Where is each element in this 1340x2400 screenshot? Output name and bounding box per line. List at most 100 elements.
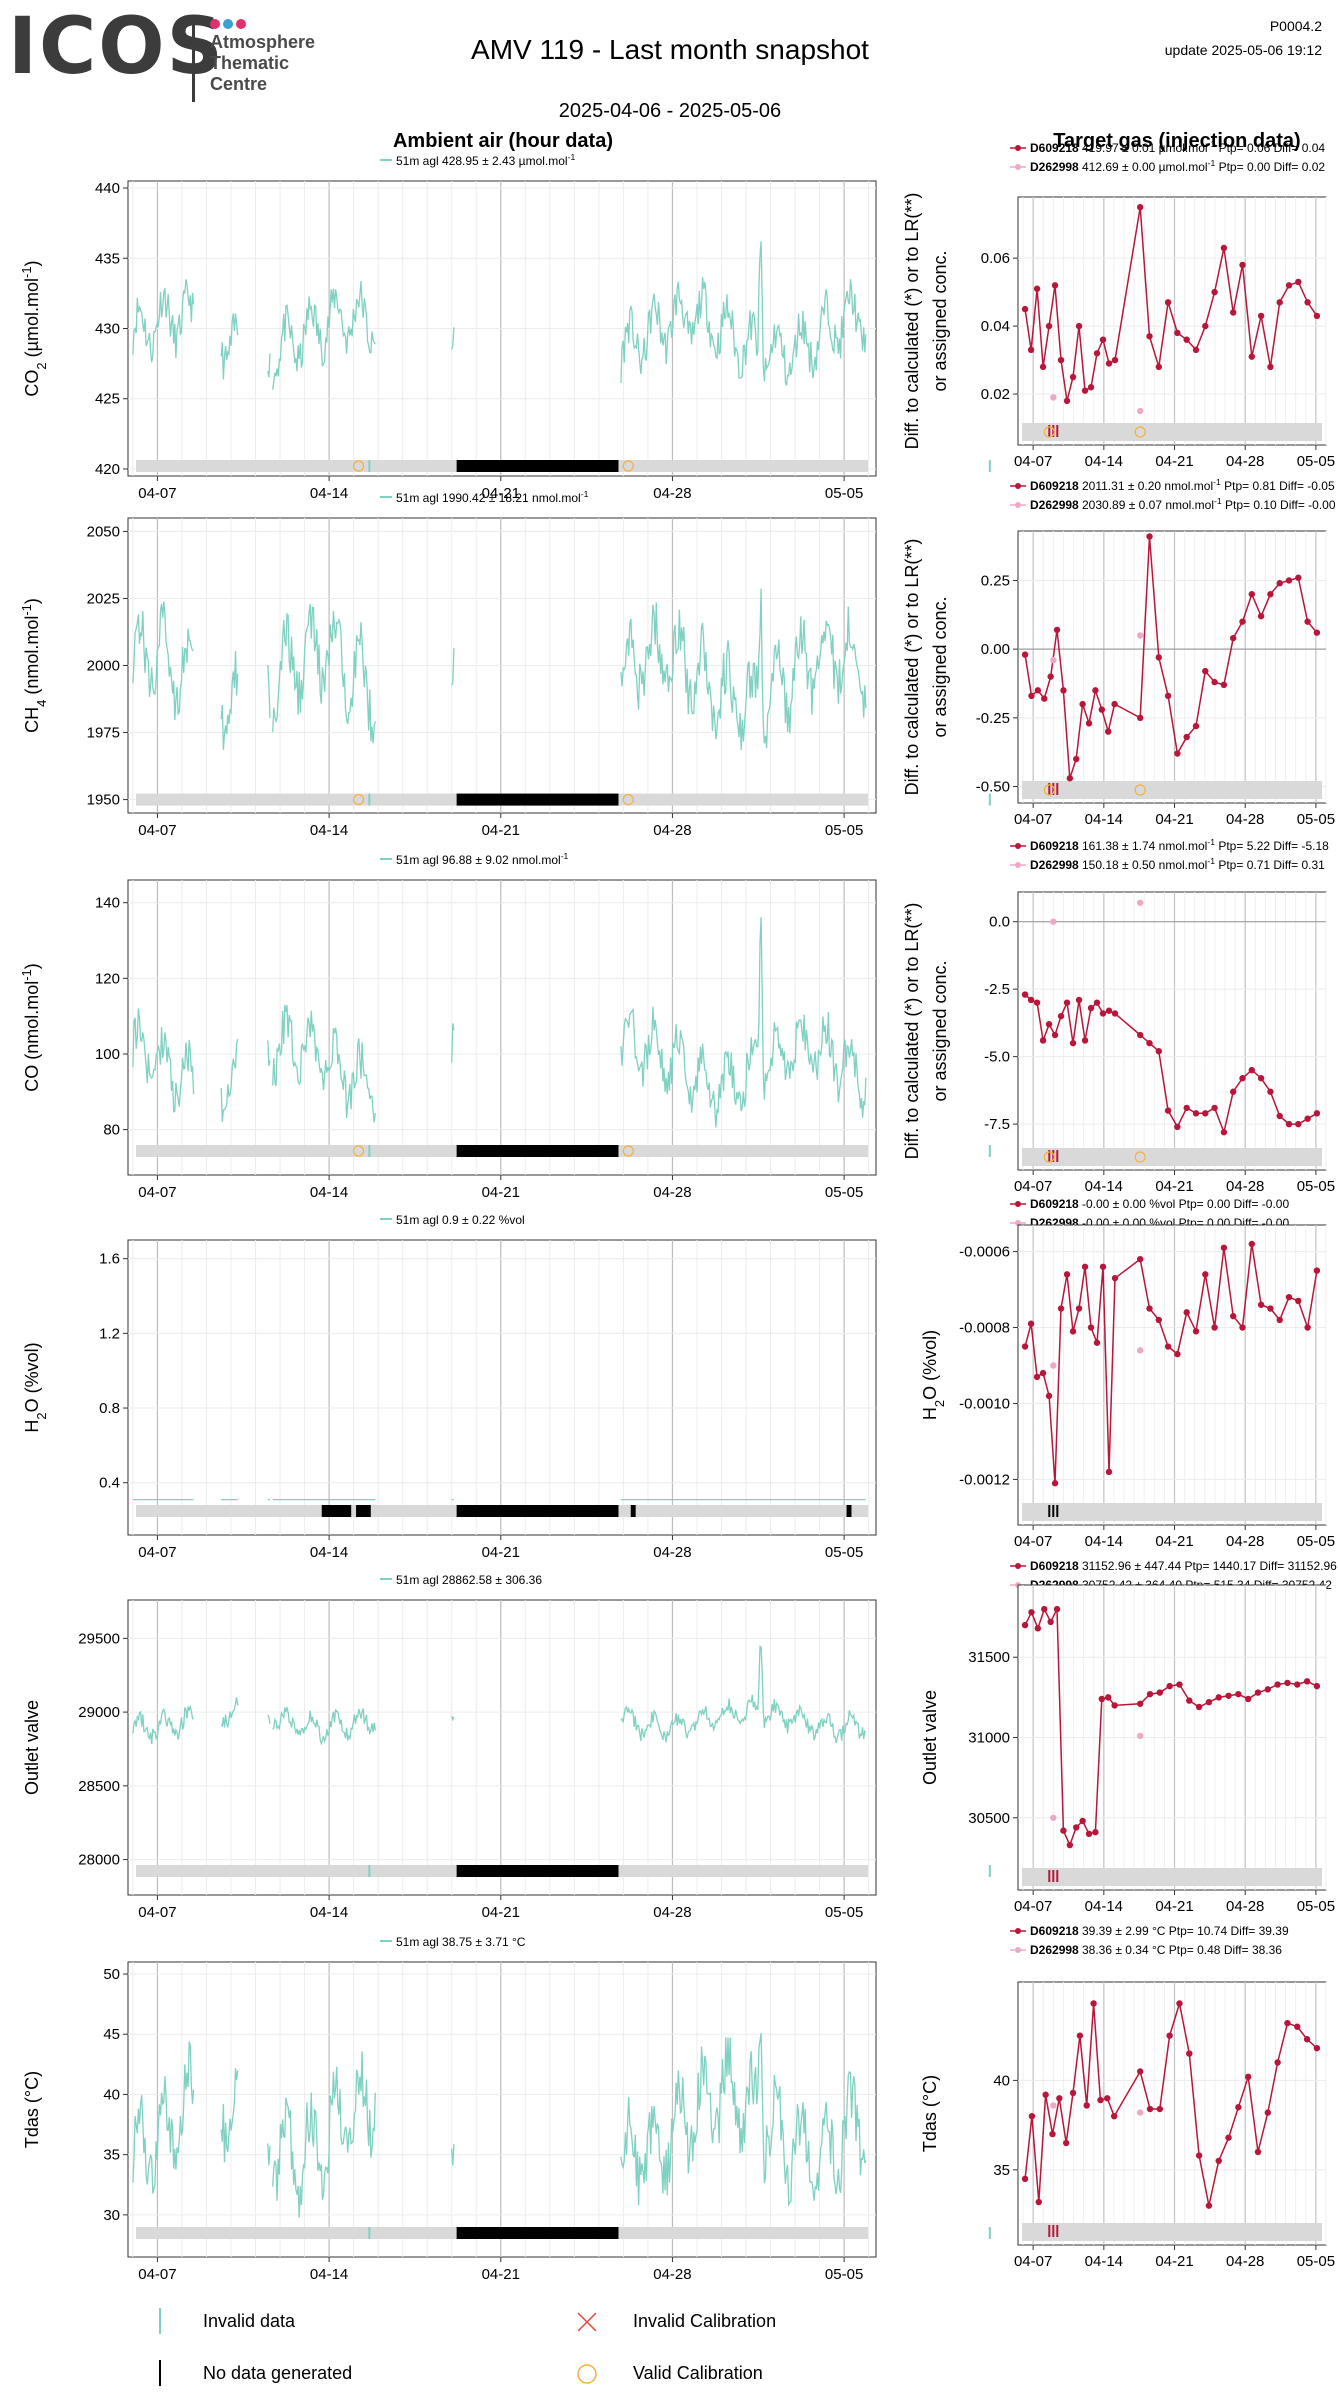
target-series-point bbox=[1111, 1702, 1118, 1709]
target-legend-dot bbox=[1015, 1947, 1021, 1953]
target-calibration-mark bbox=[1134, 426, 1146, 438]
target-calibration-mark bbox=[1043, 784, 1055, 796]
ambient-subtitle: 51m agl 96.88 ± 9.02 nmol.mol-1 bbox=[380, 851, 569, 867]
target-series-point bbox=[1081, 387, 1089, 394]
target-series2-point bbox=[1050, 394, 1057, 401]
no-data-block bbox=[456, 1865, 619, 1877]
target-legend-name: D609218 bbox=[1030, 839, 1079, 853]
target-series-point bbox=[1235, 1690, 1242, 1698]
target-x-tick-label: 04-21 bbox=[1155, 1898, 1193, 1915]
invalid-data-mark bbox=[988, 460, 991, 472]
target-y-tick-label: -2.5 bbox=[984, 981, 1010, 998]
target-y-tick-label: 0.06 bbox=[981, 250, 1010, 267]
target-x-tick-label: 04-28 bbox=[1226, 811, 1264, 828]
target-series-point bbox=[1073, 1824, 1080, 1831]
target-series-point bbox=[1028, 2112, 1036, 2120]
no-data-block bbox=[456, 1145, 619, 1157]
target-series-point bbox=[1257, 1075, 1265, 1082]
target-chart-ch4: D609218 2011.31 ± 0.20 nmol.mol-1 Ptp= 0.… bbox=[902, 477, 1336, 828]
target-flag-mark bbox=[1056, 425, 1059, 437]
target-series-point bbox=[1235, 2104, 1242, 2111]
y-tick-label: 420 bbox=[95, 461, 120, 478]
ambient-series-line bbox=[132, 588, 867, 751]
target-y-label: Tdas (°C) bbox=[920, 2075, 940, 2152]
target-series-point bbox=[1211, 1104, 1218, 1112]
invalid-data-mark bbox=[988, 1865, 991, 1877]
target-series-point bbox=[1304, 299, 1311, 306]
ambient-y-label: Outlet valve bbox=[22, 1700, 42, 1795]
target-calibration-mark bbox=[1134, 784, 1146, 796]
no-data-block bbox=[456, 460, 619, 472]
target-series-point bbox=[1081, 1037, 1089, 1044]
target-series-point bbox=[1304, 1324, 1311, 1331]
target-legend-name: D609218 bbox=[1030, 479, 1079, 493]
target-legend-text: 39.39 ± 2.99 °C Ptp= 10.74 Diff= 39.39 bbox=[1082, 1924, 1289, 1938]
target-series-point bbox=[1220, 244, 1228, 252]
target-series-point bbox=[1136, 1700, 1144, 1707]
target-y-tick-label: 0.02 bbox=[981, 386, 1010, 403]
legend-invalid-data: Invalid data bbox=[203, 2311, 296, 2331]
target-y-tick-label: -7.5 bbox=[984, 1116, 1010, 1133]
target-series2-point bbox=[1136, 899, 1144, 906]
target-series-point bbox=[1069, 2089, 1077, 2097]
logo-divider bbox=[192, 18, 195, 102]
target-plot-frame bbox=[1017, 196, 1327, 446]
target-x-tick-label: 04-07 bbox=[1014, 1533, 1052, 1550]
target-calibration-mark bbox=[1043, 1151, 1055, 1163]
target-y-label-2: or assigned conc. bbox=[930, 960, 950, 1101]
target-series-point bbox=[1083, 2102, 1090, 2109]
target-series-point bbox=[1047, 673, 1054, 680]
target-series-point bbox=[1057, 356, 1065, 364]
target-flag-bar bbox=[1022, 1868, 1322, 1886]
target-x-tick-label: 05-05 bbox=[1297, 453, 1335, 470]
target-series-point bbox=[1313, 2044, 1321, 2052]
ambient-y-label: CH4 (nmol.mol-1) bbox=[19, 598, 49, 733]
target-series2-point bbox=[1136, 632, 1144, 639]
ambient-subtitle-text: 51m agl 28862.58 ± 306.36 bbox=[396, 1573, 542, 1587]
target-y-tick-label: 0.04 bbox=[981, 318, 1010, 335]
target-y-tick-label: 30500 bbox=[968, 1810, 1010, 1827]
target-series-point bbox=[1186, 2050, 1193, 2057]
y-tick-label: 1950 bbox=[87, 792, 120, 809]
target-series-point bbox=[1063, 1271, 1071, 1278]
target-calibration-mark bbox=[1043, 426, 1055, 438]
target-series-point bbox=[1075, 1305, 1083, 1312]
target-series-point bbox=[1146, 1039, 1153, 1047]
target-chart-co: D609218 161.38 ± 1.74 nmol.mol-1 Ptp= 5.2… bbox=[902, 837, 1335, 1195]
target-series-point bbox=[1239, 261, 1246, 269]
y-tick-label: 2025 bbox=[87, 590, 120, 607]
target-flag-mark bbox=[1052, 1870, 1055, 1882]
target-series-point bbox=[1069, 373, 1077, 381]
target-series-point bbox=[1075, 322, 1083, 330]
icos-logo: ICOS bbox=[8, 2, 225, 92]
target-series-point bbox=[1295, 1120, 1302, 1128]
target-series2-point bbox=[1050, 1362, 1057, 1369]
target-x-tick-label: 05-05 bbox=[1297, 1533, 1335, 1550]
target-series-point bbox=[1041, 695, 1048, 702]
target-series-point bbox=[1257, 612, 1265, 620]
target-legend-text: 2030.89 ± 0.07 nmol.mol-1 Ptp= 0.10 Diff… bbox=[1082, 496, 1336, 512]
target-legend-text: 419.97 ± 0.01 µmol.mol-1 Ptp= 0.06 Diff=… bbox=[1082, 139, 1325, 155]
target-series-point bbox=[1202, 667, 1209, 675]
report-code: P0004.2 bbox=[1269, 18, 1322, 34]
target-plot-frame bbox=[1017, 891, 1327, 1171]
target-series-point bbox=[1035, 2198, 1042, 2206]
target-series-point bbox=[1244, 2073, 1252, 2081]
target-y-tick-label: 40 bbox=[993, 2072, 1010, 2089]
target-flag-bar bbox=[1022, 1148, 1322, 1166]
target-y-tick-label: -5.0 bbox=[984, 1049, 1010, 1066]
ambient-y-label: CO (nmol.mol-1) bbox=[19, 963, 43, 1092]
x-tick-label: 04-21 bbox=[482, 2266, 520, 2283]
target-series-point bbox=[1155, 654, 1162, 661]
charts-canvas: Ambient air (hour data) Target gas (inje… bbox=[19, 130, 1338, 2283]
target-legend-dot bbox=[1015, 145, 1021, 151]
target-series-point bbox=[1313, 1267, 1321, 1274]
target-series-point bbox=[1304, 618, 1311, 625]
target-y-label-2: or assigned conc. bbox=[930, 596, 950, 737]
y-tick-label: 0.4 bbox=[99, 1475, 120, 1492]
target-x-tick-label: 04-07 bbox=[1014, 1178, 1052, 1195]
x-tick-label: 04-07 bbox=[138, 1184, 176, 1201]
target-series-point bbox=[1079, 1817, 1086, 1825]
target-x-tick-label: 04-28 bbox=[1226, 1898, 1264, 1915]
target-series-point bbox=[1294, 2023, 1301, 2030]
